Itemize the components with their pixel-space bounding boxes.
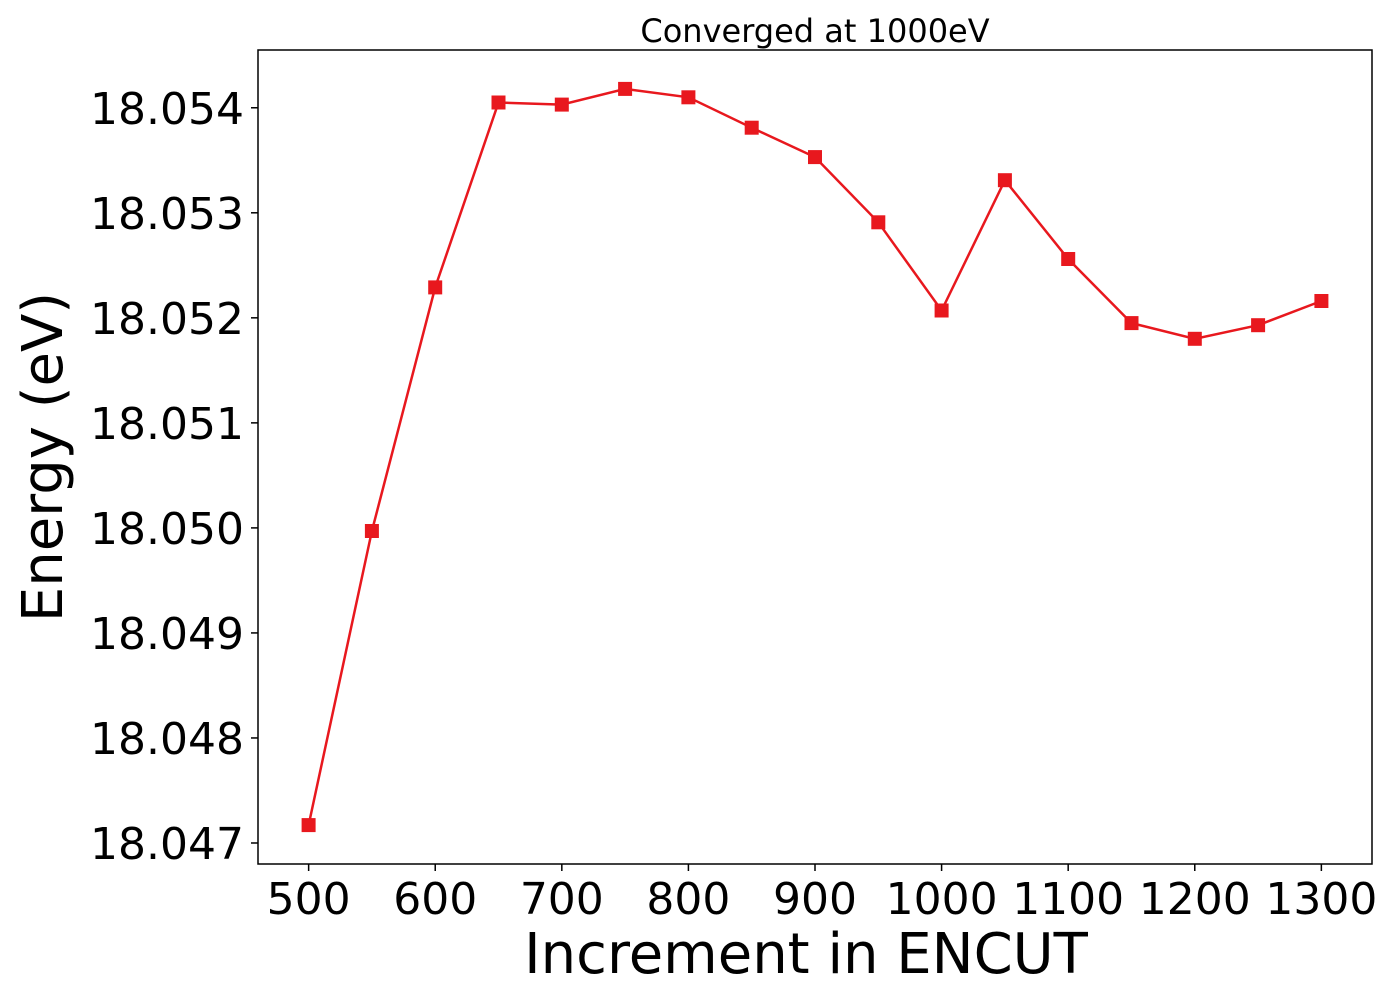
data-point-marker [618,81,633,96]
x-tick-label: 1100 [1012,874,1124,925]
y-tick-label: 18.050 [90,504,244,555]
x-tick-label: 800 [646,874,730,925]
x-tick-label: 500 [267,874,351,925]
x-tick-label: 900 [773,874,857,925]
x-tick-label: 1300 [1265,874,1377,925]
chart-title: Converged at 1000eV [640,12,989,50]
x-axis-ticks: 500 600 700 800 900 1000 1100 1200 1300 [267,864,1377,925]
y-axis-ticks: 18.047 18.048 18.049 18.050 18.051 18.052 18.0… [90,84,258,870]
y-tick-label: 18.047 [90,819,244,870]
data-point-marker [1187,331,1202,346]
x-tick-label: 600 [393,874,477,925]
y-tick-label: 18.048 [90,714,244,765]
data-point-marker [1124,316,1139,331]
plot-area-frame [257,49,1373,865]
data-point-marker [301,818,316,833]
data-point-marker [744,120,759,135]
x-tick-label: 1200 [1139,874,1251,925]
data-point-marker [491,95,506,110]
x-tick-label: 1000 [886,874,998,925]
x-tick-label: 700 [520,874,604,925]
x-axis-label: Increment in ENCUT [524,922,1089,987]
y-tick-label: 18.053 [90,189,244,240]
data-point-marker [1314,294,1329,308]
data-point-marker [871,215,886,230]
y-axis-label: Energy (eV) [11,292,76,622]
data-point-marker [428,280,443,295]
series-line [307,87,1322,826]
series-group [301,81,1329,833]
data-point-marker [364,524,379,538]
data-point-marker [997,173,1012,188]
data-point-marker [1061,252,1076,266]
data-point-marker [934,303,949,318]
y-tick-label: 18.049 [90,609,244,660]
data-point-marker [1251,318,1266,333]
y-tick-label: 18.051 [90,399,244,450]
data-point-marker [808,150,822,165]
data-point-marker [681,90,696,105]
y-tick-label: 18.054 [90,84,244,135]
data-point-marker [554,97,569,112]
y-tick-label: 18.052 [90,294,244,345]
